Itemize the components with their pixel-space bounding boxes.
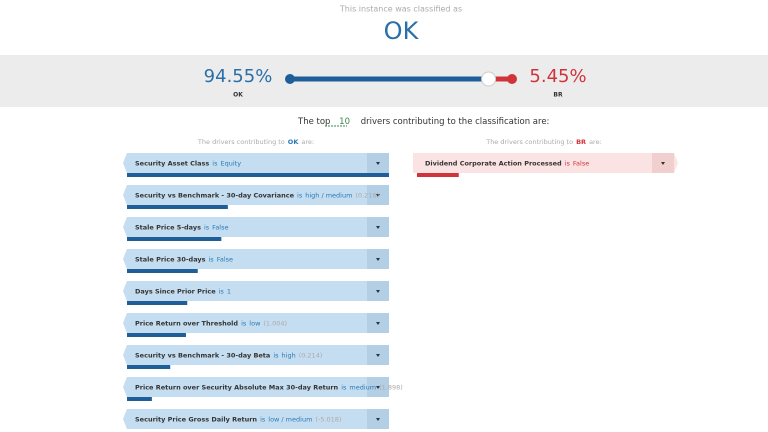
weight-bar — [127, 333, 186, 337]
feature-value: high — [282, 352, 296, 360]
driver-row[interactable] — [123, 153, 389, 173]
result: OK — [384, 17, 420, 45]
feature: Security vs Benchmark - 30-day Beta — [135, 352, 270, 360]
feature: Security Asset Class — [135, 160, 209, 168]
weight-bar — [127, 397, 152, 401]
heading-suffix: are: — [589, 138, 602, 146]
dropdown-icon — [376, 226, 380, 229]
column-heading: The drivers contributing to BR are: — [485, 138, 602, 146]
connector: is — [273, 352, 279, 360]
driver-row[interactable] — [123, 409, 389, 429]
heading-class: BR — [576, 138, 586, 146]
left-percent: 94.55% — [204, 66, 273, 87]
driver-label: Security Asset Class is Equity — [135, 160, 241, 168]
feature-value: False — [217, 256, 233, 264]
driver-label: Dividend Corporate Action Processed is Fal… — [425, 160, 589, 168]
dropdown-icon — [376, 290, 380, 293]
feature-value: medium — [349, 384, 376, 392]
summary-suffix: drivers contributing to the classificati… — [361, 117, 550, 127]
driver-row[interactable] — [123, 185, 389, 205]
feature-value: False — [573, 160, 589, 168]
weight-bar — [127, 205, 228, 209]
dropdown-icon — [376, 386, 380, 389]
weight-bar — [127, 237, 222, 241]
heading-prefix: The drivers contributing to — [485, 138, 573, 146]
driver-label: Stale Price 30-days is False — [135, 256, 233, 264]
feature: Stale Price 5-days — [135, 224, 201, 232]
driver-label: Security Price Gross Daily Return is low /… — [135, 416, 341, 424]
dropdown-icon — [376, 194, 380, 197]
connector: is — [565, 160, 571, 168]
feature: Price Return over Security Absolute Max … — [135, 384, 339, 392]
score: (1.004) — [263, 320, 287, 328]
driver-label: Security vs Benchmark - 30-day Covarianc… — [135, 192, 379, 200]
feature-value: False — [212, 224, 228, 232]
driver-row[interactable] — [123, 281, 389, 301]
feature: Days Since Prior Price — [135, 288, 216, 296]
summary-prefix: The top — [297, 117, 330, 127]
dropdown-icon — [376, 162, 380, 165]
weight-bar — [127, 301, 188, 305]
connector: is — [208, 256, 214, 264]
heading-class: OK — [288, 138, 300, 146]
feature-value: Equity — [220, 160, 241, 168]
weight-bar — [417, 173, 459, 177]
connector: is — [297, 192, 303, 200]
heading-suffix: are: — [301, 138, 314, 146]
feature-value: high / medium — [305, 192, 352, 200]
dropdown-icon — [376, 418, 380, 421]
right-percent: 5.45% — [529, 66, 586, 87]
slider-right-end — [507, 74, 517, 84]
driver-row[interactable] — [123, 249, 389, 269]
driver-label: Price Return over Security Absolute Max … — [135, 384, 403, 392]
dropdown-icon — [376, 322, 380, 325]
driver-label: Days Since Prior Price is 1 — [135, 288, 231, 296]
feature-value: low / medium — [268, 416, 312, 424]
connector: is — [204, 224, 210, 232]
connector: is — [212, 160, 218, 168]
score: (0.214) — [299, 352, 323, 360]
connector: is — [241, 320, 247, 328]
weight-bar — [127, 365, 171, 369]
driver-label: Stale Price 5-days is False — [135, 224, 229, 232]
right-class: BR — [553, 92, 563, 99]
heading-prefix: The drivers contributing to — [197, 138, 285, 146]
driver-row[interactable] — [123, 217, 389, 237]
left-class: OK — [233, 92, 243, 99]
feature: Dividend Corporate Action Processed — [425, 160, 562, 168]
weight-bar — [127, 269, 198, 273]
score: (-5.018) — [315, 416, 341, 424]
connector: is — [341, 384, 347, 392]
slider-knob[interactable] — [481, 71, 497, 87]
feature-value: low — [249, 320, 261, 328]
connector: is — [219, 288, 225, 296]
dropdown-icon — [376, 258, 380, 261]
driver-row[interactable] — [123, 345, 389, 365]
driver-label: Security vs Benchmark - 30-day Beta is hig… — [135, 352, 322, 360]
feature-value: 1 — [227, 288, 231, 296]
summary-count[interactable]: 10 — [339, 117, 350, 127]
driver-label: Price Return over Threshold is low (1.004) — [135, 320, 287, 328]
dropdown-icon — [661, 162, 665, 165]
caption: This instance was classified as — [339, 5, 462, 14]
weight-bar — [127, 173, 389, 177]
feature: Security Price Gross Daily Return — [135, 416, 257, 424]
score: (1.898) — [379, 384, 403, 392]
column-heading: The drivers contributing to OK are: — [197, 138, 314, 146]
dropdown-icon — [376, 354, 380, 357]
driver-row[interactable] — [123, 313, 389, 333]
score: (0.216) — [355, 192, 379, 200]
summary: The top 10 drivers contributing to the c… — [297, 117, 549, 127]
driver-row[interactable] — [413, 153, 678, 173]
feature: Security vs Benchmark - 30-day Covarianc… — [135, 192, 295, 200]
driver-row[interactable] — [123, 377, 389, 397]
feature: Price Return over Threshold — [135, 320, 238, 328]
feature: Stale Price 30-days — [135, 256, 206, 264]
slider-left-end — [285, 74, 295, 84]
connector: is — [260, 416, 266, 424]
